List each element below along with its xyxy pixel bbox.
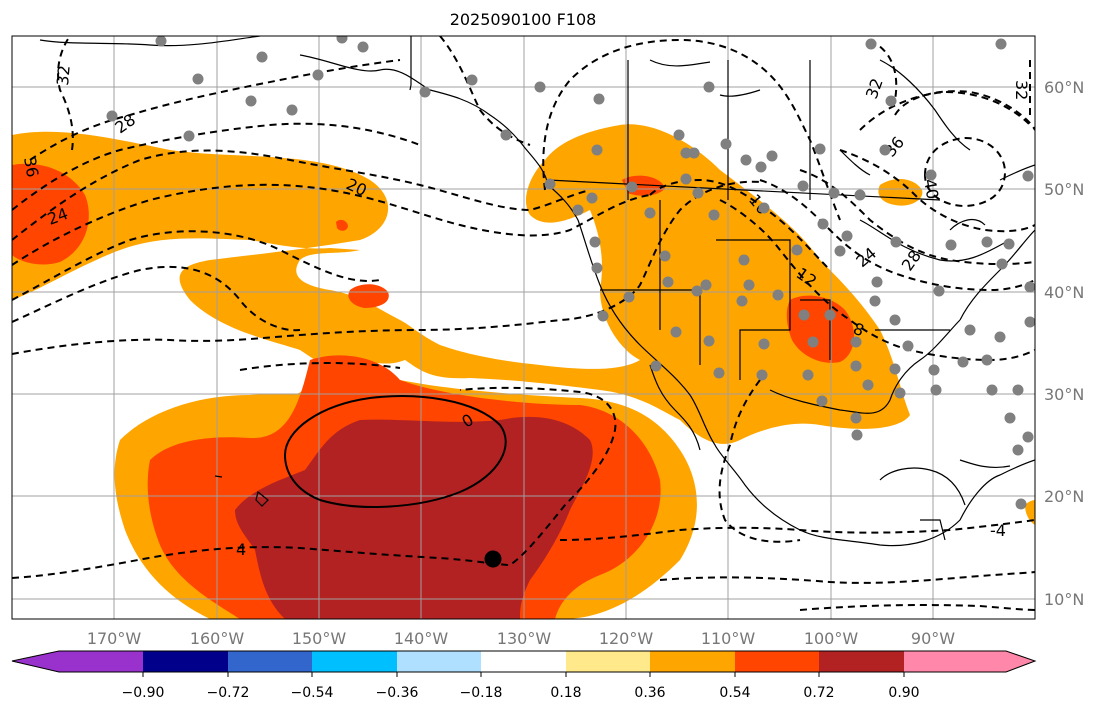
colorbar-tick-label: 0.36 (634, 685, 665, 701)
colorbar-cell (397, 651, 481, 672)
storm-center-marker (484, 550, 502, 568)
colorbar-tick-label: −0.36 (376, 685, 419, 701)
colorbar-cell (481, 651, 566, 672)
colorbar-cell (59, 651, 143, 672)
contour-label: -4 (990, 521, 1006, 540)
colorbar-tick-label: 0.90 (888, 685, 919, 701)
x-tick-label: 90°W (911, 629, 955, 648)
colorbar-cell (1006, 651, 1035, 672)
colorbar-cell (312, 651, 397, 672)
y-tick-label: 30°N (1044, 385, 1084, 404)
y-tick-label: 40°N (1044, 283, 1084, 302)
y-axis-labels: 60°N 50°N 40°N 30°N 20°N 10°N (1044, 78, 1084, 609)
x-axis-labels: 170°W 160°W 150°W 140°W 130°W 120°W 110°… (87, 629, 955, 648)
colorbar-tick-label: 0.54 (719, 685, 750, 701)
y-tick-label: 10°N (1044, 590, 1084, 609)
colorbar-ticks (142, 672, 905, 677)
shade-small-red-1 (348, 284, 389, 308)
map-frame (11, 35, 1036, 620)
y-tick-label: 60°N (1044, 78, 1084, 97)
colorbar-cell (228, 651, 312, 672)
colorbar-cell (735, 651, 819, 672)
colorbar-tick-label: 0.18 (550, 685, 581, 701)
map-title: 2025090100 F108 (450, 10, 597, 29)
contour-label: 32 (53, 64, 74, 86)
x-tick-label: 150°W (292, 629, 347, 648)
map-panel: 32 28 36 24 20 16 12 8 0 4 -4 32 36 40 2… (12, 36, 1035, 619)
contour-label: 40 (920, 177, 942, 200)
colorbar-cell (12, 651, 59, 672)
colorbar-cells (12, 651, 1035, 672)
colorbar-cell (904, 651, 1006, 672)
x-tick-label: 130°W (497, 629, 552, 648)
contours (12, 36, 1035, 611)
contour-label: 32 (1012, 80, 1031, 100)
contour-label: 36 (20, 155, 42, 178)
colorbar: −0.90 −0.72 −0.54 −0.36 −0.18 0.18 0.36 … (11, 650, 1037, 701)
colorbar-outline (11, 650, 1037, 673)
colorbar-cell (819, 651, 904, 672)
colorbar-cell (566, 651, 650, 672)
colorbar-tick-label: −0.54 (291, 685, 334, 701)
colorbar-tick-label: −0.72 (207, 685, 250, 701)
x-tick-label: 110°W (701, 629, 756, 648)
colorbar-tick-labels: −0.90 −0.72 −0.54 −0.36 −0.18 0.18 0.36 … (122, 685, 920, 701)
colorbar-tick-label: 0.72 (803, 685, 834, 701)
shade-small-red-2 (336, 219, 348, 231)
x-tick-label: 170°W (87, 629, 142, 648)
shade-subtropic-darkred (235, 416, 593, 619)
colorbar-cell (650, 651, 735, 672)
station-dots (106, 36, 1035, 510)
x-tick-label: 160°W (190, 629, 245, 648)
colorbar-cell (143, 651, 228, 672)
x-tick-label: 140°W (394, 629, 449, 648)
y-tick-label: 50°N (1044, 180, 1084, 199)
colorbar-tick-label: −0.18 (460, 685, 503, 701)
x-tick-label: 100°W (804, 629, 859, 648)
y-tick-label: 20°N (1044, 487, 1084, 506)
x-tick-label: 120°W (599, 629, 654, 648)
shade-east-atlantic-orange (1025, 500, 1035, 525)
contour-zero (283, 395, 507, 508)
contour-label: 4 (236, 540, 246, 559)
colorbar-tick-label: −0.90 (122, 685, 165, 701)
